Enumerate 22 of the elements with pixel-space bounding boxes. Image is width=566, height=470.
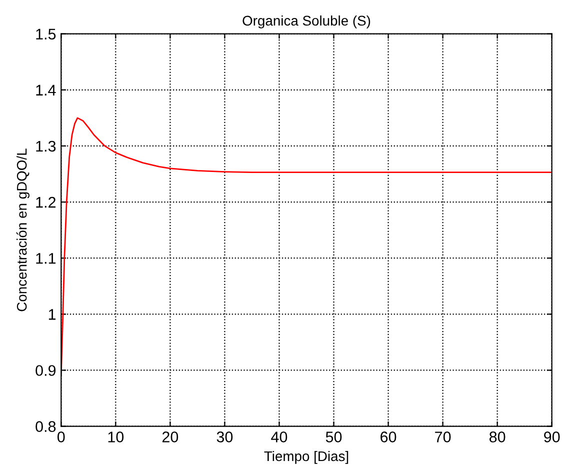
x-tick-label: 20 [162,432,178,442]
y-tick-label: 1.5 [36,28,56,40]
x-axis-title: Tiempo [Dias] [264,450,348,464]
x-tick-label: 50 [326,432,342,442]
y-tick-label: 1.1 [36,253,56,264]
x-tick-label: 40 [271,432,288,442]
y-tick-label: 1.2 [36,196,56,208]
y-axis-title: Concentración en gDQO/L [16,148,30,312]
x-tick-label: 0 [57,432,65,442]
x-tick-label: 70 [435,432,451,442]
y-tick-label: 1 [48,309,56,320]
y-tick-label: 1.4 [36,84,56,96]
y-tick-label: 1.3 [36,140,56,152]
x-tick-label: 10 [108,432,124,442]
x-tick-label: 60 [380,432,396,442]
chart-title: Organica Soluble (S) [242,15,370,28]
x-tick-label: 80 [489,432,506,442]
x-tick-label: 30 [216,432,233,442]
line-series [61,117,552,377]
y-tick-label: 0.8 [36,421,56,432]
y-tick-label: 0.9 [36,365,56,376]
x-tick-label: 90 [544,432,560,442]
